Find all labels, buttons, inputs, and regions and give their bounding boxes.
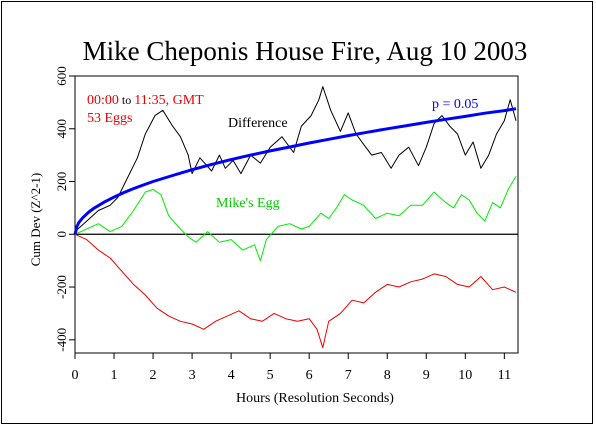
chart-title: Mike Cheponis House Fire, Aug 10 2003 xyxy=(83,36,528,66)
x-tick-label: 4 xyxy=(228,368,235,383)
difference-label: Difference xyxy=(228,116,288,131)
time-range-end: 11:35, GMT xyxy=(134,93,204,108)
x-tick-label: 11 xyxy=(498,368,511,383)
y-tick-label: -200 xyxy=(54,275,69,299)
x-tick-label: 2 xyxy=(150,368,157,383)
x-tick-label: 0 xyxy=(72,368,79,383)
others-line xyxy=(74,233,517,349)
y-tick-label: 200 xyxy=(54,172,69,192)
difference-line xyxy=(74,86,517,232)
p-value-label: p = 0.05 xyxy=(432,97,478,112)
x-tick-label: 5 xyxy=(267,368,274,383)
y-axis: -400 -200 0 200 400 600 xyxy=(54,66,75,352)
mikes-egg-line xyxy=(74,175,517,262)
y-axis-label: Cum Dev (Z^2-1) xyxy=(28,173,43,266)
x-tick-label: 8 xyxy=(384,368,391,383)
x-axis: 0 1 2 3 4 5 6 7 8 9 10 11 xyxy=(72,353,511,383)
y-tick-label: 400 xyxy=(54,119,69,139)
x-tick-label: 9 xyxy=(423,368,430,383)
y-tick-label: 0 xyxy=(54,231,69,238)
plot-area xyxy=(74,75,519,354)
x-axis-label: Hours (Resolution Seconds) xyxy=(236,391,394,406)
x-tick-label: 7 xyxy=(345,368,352,383)
time-range-start: 00:00 xyxy=(87,93,119,108)
x-tick-label: 10 xyxy=(458,368,472,383)
x-tick-label: 1 xyxy=(111,368,118,383)
mikes-egg-label: Mike's Egg xyxy=(216,196,280,211)
time-range-annotation: 00:00 to 11:35, GMT xyxy=(87,93,204,108)
series-layer xyxy=(73,86,517,349)
eggs-annotation: 53 Eggs xyxy=(87,111,133,126)
x-tick-label: 6 xyxy=(306,368,313,383)
time-range-to: to xyxy=(119,93,134,107)
x-tick-label: 3 xyxy=(189,368,196,383)
y-tick-label: 600 xyxy=(54,66,69,86)
y-tick-label: -400 xyxy=(54,328,69,352)
p05-envelope-line xyxy=(73,107,517,235)
